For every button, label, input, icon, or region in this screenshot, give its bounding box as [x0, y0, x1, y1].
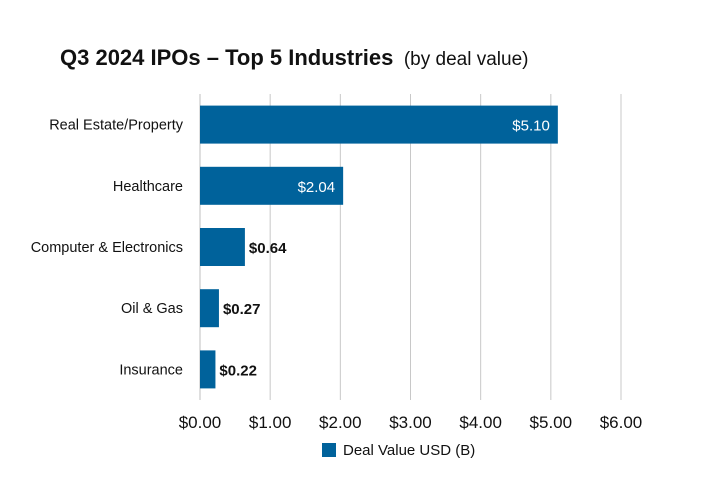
x-axis-tick-labels: $0.00 $1.00 $2.00 $3.00 $4.00 $5.00 $6.00 — [179, 413, 643, 432]
x-tick-label: $1.00 — [249, 413, 292, 432]
x-tick-label: $0.00 — [179, 413, 222, 432]
bar — [200, 228, 245, 266]
data-label: $2.04 — [298, 179, 336, 196]
legend-swatch — [322, 443, 336, 457]
bar — [200, 166, 344, 205]
category-label: Insurance — [119, 362, 183, 378]
bar — [200, 289, 219, 328]
chart-title: Q3 2024 IPOs – Top 5 Industries (by deal… — [60, 45, 528, 70]
category-labels: Real Estate/Property Healthcare Computer &… — [31, 118, 184, 379]
category-label: Oil & Gas — [121, 301, 183, 317]
legend: Deal Value USD (B) — [322, 442, 475, 459]
x-tick-label: $5.00 — [530, 413, 573, 432]
bar — [200, 105, 558, 144]
x-tick-label: $2.00 — [319, 413, 362, 432]
category-label: Healthcare — [113, 179, 183, 195]
x-tick-label: $4.00 — [459, 413, 502, 432]
data-label: $5.10 — [512, 118, 550, 135]
x-tick-label: $3.00 — [389, 413, 432, 432]
gridlines — [199, 94, 622, 400]
category-label: Computer & Electronics — [31, 240, 183, 256]
legend-label: Deal Value USD (B) — [343, 442, 475, 459]
category-label: Real Estate/Property — [49, 118, 184, 134]
data-label: $0.27 — [223, 301, 261, 318]
data-labels: $5.10 $2.04 $0.64 $0.27 $0.22 — [219, 118, 549, 380]
bar — [200, 350, 216, 389]
chart-subtitle: (by deal value) — [404, 49, 529, 70]
chart-title-main: Q3 2024 IPOs – Top 5 Industries — [60, 45, 393, 70]
bars — [200, 105, 558, 389]
x-tick-label: $6.00 — [600, 413, 643, 432]
data-label: $0.64 — [249, 240, 287, 257]
data-label: $0.22 — [219, 362, 257, 379]
